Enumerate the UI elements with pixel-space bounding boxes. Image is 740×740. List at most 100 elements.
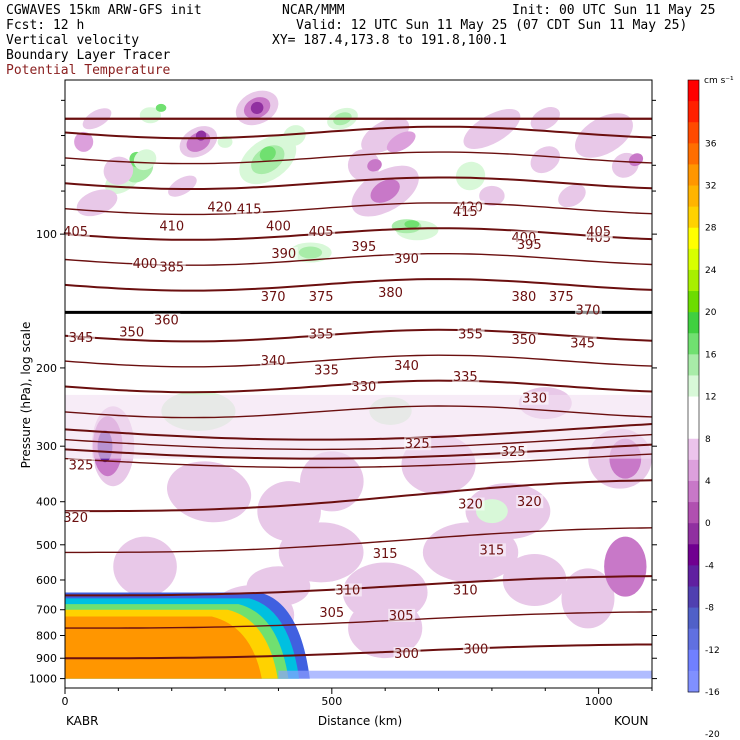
x-tick-label: 0 <box>62 695 69 708</box>
theta-label-bg <box>308 290 336 304</box>
theta-label: 325 <box>69 458 94 473</box>
theta-label-bg <box>521 391 549 405</box>
theta-label: 415 <box>453 205 478 220</box>
theta-label-bg <box>393 358 421 372</box>
colorbar-swatch <box>688 544 699 566</box>
colorbar-label: -8 <box>705 604 714 614</box>
theta-label-bg <box>62 225 90 239</box>
colorbar-label: 28 <box>705 224 717 234</box>
init-time: Init: 00 UTC Sun 11 May 25 <box>512 3 716 18</box>
theta-label-bg <box>350 239 378 253</box>
theta-label: 415 <box>237 203 262 218</box>
theta-contour <box>64 125 653 140</box>
colorbar-swatch <box>688 143 699 165</box>
theta-label: 370 <box>576 303 601 318</box>
velocity-blob <box>259 146 276 162</box>
cross-section-endpoints: XY= 187.4,173.8 to 191.8,100.1 <box>272 33 507 48</box>
velocity-blob <box>103 156 134 185</box>
theta-contour <box>65 611 653 629</box>
model-title: CGWAVES 15km ARW-GFS init <box>6 3 202 18</box>
velocity-blob <box>74 131 94 152</box>
theta-label: 320 <box>517 495 542 510</box>
theta-label: 300 <box>394 647 419 662</box>
theta-label-bg <box>236 202 264 216</box>
theta-label-bg <box>452 204 480 218</box>
colorbar-label: 8 <box>705 435 711 445</box>
theta-label-bg <box>270 247 298 261</box>
theta-label: 375 <box>549 290 574 305</box>
theta-label: 340 <box>261 354 286 369</box>
colorbar-label: 20 <box>705 308 717 318</box>
theta-label: 405 <box>309 225 334 240</box>
colorbar: 36 32 28 24 20 16 12 8 4 0 -4 -8 -12 -16 -20 <box>687 79 720 740</box>
colorbar-swatch <box>688 291 699 313</box>
theta-label-bg <box>308 327 336 341</box>
tracer-thin-layer <box>278 670 652 679</box>
theta-label-bg <box>265 219 293 233</box>
theta-label: 305 <box>389 609 414 624</box>
colorbar-label: 24 <box>705 266 717 276</box>
velocity-blob <box>113 536 177 597</box>
theta-label-bg <box>574 303 602 317</box>
velocity-blob <box>479 185 505 206</box>
velocity-band <box>65 394 652 459</box>
theta-label: 350 <box>512 333 537 348</box>
x-axis-label: Distance (km) <box>318 714 402 728</box>
colorbar-swatch <box>688 333 699 355</box>
forecast-hour: Fcst: 12 h <box>6 18 84 33</box>
theta-label-bg <box>153 313 181 327</box>
colorbar-swatch <box>688 101 699 123</box>
theta-label: 330 <box>351 380 376 395</box>
velocity-blob <box>455 161 486 191</box>
theta-label: 355 <box>458 328 483 343</box>
theta-label-bg <box>452 583 480 597</box>
theta-contour <box>64 176 653 190</box>
velocity-blob <box>370 179 400 203</box>
theta-label: 325 <box>405 437 430 452</box>
theta-label-bg <box>478 543 506 557</box>
theta-contour <box>64 151 653 165</box>
theta-label: 345 <box>69 331 94 346</box>
y-axis-label: Pressure (hPa), log scale <box>19 322 33 469</box>
theta-label-bg <box>510 290 538 304</box>
field-boundary-layer-tracer: Boundary Layer Tracer <box>6 48 171 63</box>
theta-label-bg <box>393 647 421 661</box>
plot-area: 4204154204154104054054004003954054003954… <box>62 79 653 689</box>
velocity-blob <box>250 101 264 114</box>
colorbar-label: 0 <box>705 519 711 529</box>
theta-label: 360 <box>154 313 179 328</box>
y-tick-label: 100 <box>36 228 57 241</box>
theta-label-bg <box>62 511 90 525</box>
theta-label: 340 <box>394 359 419 374</box>
velocity-blob <box>168 175 197 197</box>
colorbar-swatch <box>688 502 699 524</box>
velocity-blob <box>278 522 364 583</box>
theta-label: 395 <box>517 238 542 253</box>
theta-label-bg <box>313 363 341 377</box>
velocity-blob <box>361 117 410 154</box>
colorbar-swatch <box>688 417 699 440</box>
theta-label: 325 <box>501 445 526 460</box>
velocity-blob <box>530 146 561 174</box>
theta-label-bg <box>350 379 378 393</box>
theta-label-bg <box>318 606 346 620</box>
theta-label-bg <box>334 583 362 597</box>
y-tick-label: 500 <box>36 539 57 552</box>
theta-label: 315 <box>479 543 504 558</box>
y-tick-label: 1000 <box>29 673 57 686</box>
theta-label: 330 <box>522 392 547 407</box>
colorbar-label: 32 <box>705 182 716 192</box>
theta-label-bg <box>68 330 96 344</box>
theta-label: 380 <box>512 290 537 305</box>
theta-label: 335 <box>314 364 339 379</box>
colorbar-label: -12 <box>705 646 720 656</box>
theta-contour <box>64 443 653 460</box>
colorbar-swatch <box>688 375 699 397</box>
theta-label-bg <box>516 495 544 509</box>
theta-label-bg <box>260 290 288 304</box>
velocity-blob <box>502 553 567 606</box>
velocity-blob <box>367 159 382 172</box>
colorbar-swatch <box>688 185 699 208</box>
theta-label-bg <box>569 336 597 350</box>
